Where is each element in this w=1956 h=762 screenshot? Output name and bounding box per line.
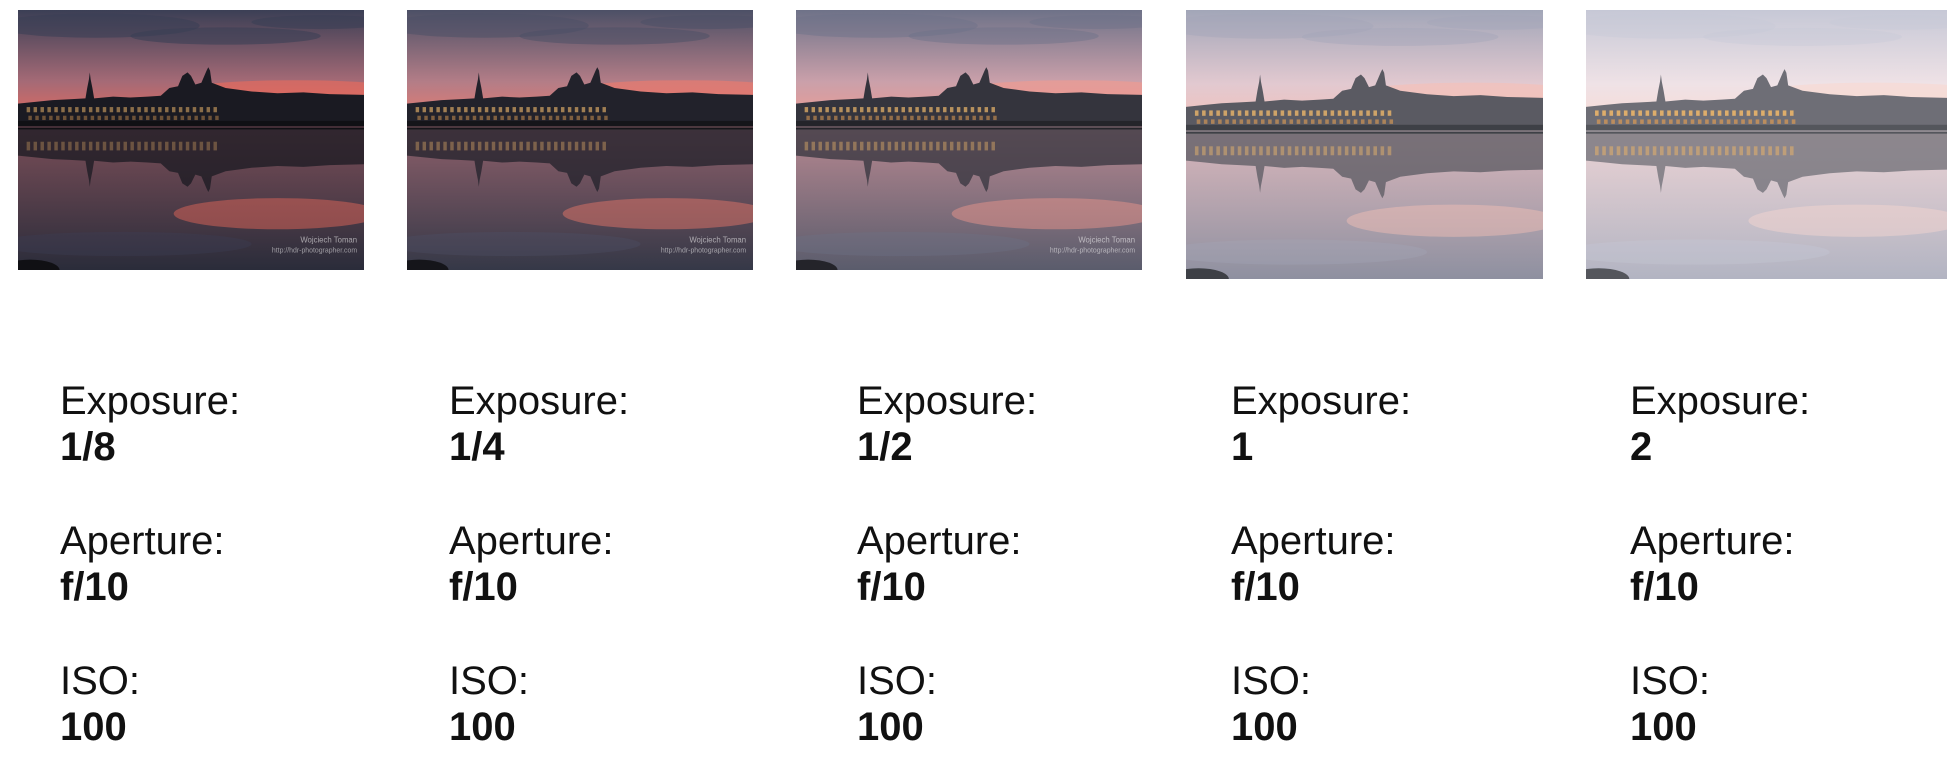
exposure-value: 1/2 [857, 425, 913, 469]
exposure-setting: Exposure: 1 [1231, 378, 1561, 470]
aperture-setting: Aperture: f/10 [1231, 518, 1561, 610]
watermark-url: http://hdr-photographer.com [661, 248, 746, 255]
bracket-photo-3: Wojciech Toman http://hdr-photographer.co… [796, 10, 1142, 270]
aperture-value: f/10 [60, 565, 129, 609]
exposure-label: Exposure: [1231, 379, 1412, 423]
aperture-value: f/10 [449, 565, 518, 609]
watermark-url: http://hdr-photographer.com [272, 248, 357, 255]
aperture-value: f/10 [1231, 565, 1300, 609]
settings-column-3: Exposure: 1/2 Aperture: f/10 ISO: 100 [857, 378, 1187, 750]
aperture-setting: Aperture: f/10 [449, 518, 779, 610]
iso-label: ISO: [857, 659, 938, 703]
iso-setting: ISO: 100 [449, 658, 779, 750]
aperture-label: Aperture: [449, 519, 614, 563]
settings-column-2: Exposure: 1/4 Aperture: f/10 ISO: 100 [449, 378, 779, 750]
aperture-label: Aperture: [1630, 519, 1795, 563]
watermark-name: Wojciech Toman [300, 235, 357, 244]
bracket-photo-5 [1586, 10, 1947, 279]
aperture-value: f/10 [857, 565, 926, 609]
aperture-label: Aperture: [1231, 519, 1396, 563]
iso-setting: ISO: 100 [1630, 658, 1956, 750]
iso-label: ISO: [1630, 659, 1711, 703]
aperture-label: Aperture: [60, 519, 225, 563]
aperture-setting: Aperture: f/10 [60, 518, 390, 610]
exposure-setting: Exposure: 2 [1630, 378, 1956, 470]
iso-value: 100 [449, 705, 516, 749]
bracket-photo-4 [1186, 10, 1543, 279]
exposure-value: 1 [1231, 425, 1254, 469]
iso-value: 100 [1630, 705, 1697, 749]
exposure-label: Exposure: [449, 379, 630, 423]
exposure-setting: Exposure: 1/2 [857, 378, 1187, 470]
bracket-photo-1: Wojciech Toman http://hdr-photographer.co… [18, 10, 364, 270]
aperture-value: f/10 [1630, 565, 1699, 609]
iso-value: 100 [857, 705, 924, 749]
exposure-value: 1/4 [449, 425, 505, 469]
iso-label: ISO: [60, 659, 141, 703]
iso-label: ISO: [449, 659, 530, 703]
iso-value: 100 [60, 705, 127, 749]
settings-column-5: Exposure: 2 Aperture: f/10 ISO: 100 [1630, 378, 1956, 750]
exposure-setting: Exposure: 1/8 [60, 378, 390, 470]
aperture-setting: Aperture: f/10 [1630, 518, 1956, 610]
exposure-value: 2 [1630, 425, 1653, 469]
iso-label: ISO: [1231, 659, 1312, 703]
iso-setting: ISO: 100 [1231, 658, 1561, 750]
aperture-setting: Aperture: f/10 [857, 518, 1187, 610]
iso-setting: ISO: 100 [60, 658, 390, 750]
exposure-label: Exposure: [60, 379, 241, 423]
exposure-label: Exposure: [857, 379, 1038, 423]
aperture-label: Aperture: [857, 519, 1022, 563]
exposure-setting: Exposure: 1/4 [449, 378, 779, 470]
bracket-photo-2: Wojciech Toman http://hdr-photographer.co… [407, 10, 753, 270]
watermark-url: http://hdr-photographer.com [1050, 248, 1135, 255]
settings-column-4: Exposure: 1 Aperture: f/10 ISO: 100 [1231, 378, 1561, 750]
watermark-name: Wojciech Toman [1078, 235, 1135, 244]
iso-value: 100 [1231, 705, 1298, 749]
exposure-value: 1/8 [60, 425, 116, 469]
settings-column-1: Exposure: 1/8 Aperture: f/10 ISO: 100 [60, 378, 390, 750]
iso-setting: ISO: 100 [857, 658, 1187, 750]
watermark-name: Wojciech Toman [689, 235, 746, 244]
exposure-label: Exposure: [1630, 379, 1811, 423]
